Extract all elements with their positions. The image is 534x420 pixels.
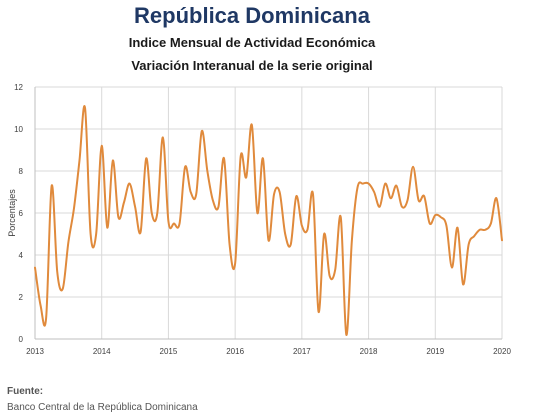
source-text: Banco Central de la República Dominicana bbox=[7, 402, 198, 413]
chart-title: República Dominicana bbox=[134, 3, 370, 28]
x-tick-label: 2018 bbox=[360, 347, 378, 356]
x-tick-label: 2013 bbox=[26, 347, 44, 356]
y-tick-label: 12 bbox=[14, 83, 23, 92]
y-tick-label: 6 bbox=[19, 209, 24, 218]
y-tick-labels: 0 2 4 6 8 10 12 bbox=[14, 83, 23, 344]
x-tick-label: 2017 bbox=[293, 347, 311, 356]
chart-subtitle-variation: Variación Interanual de la serie origina… bbox=[131, 58, 373, 73]
x-tick-label: 2015 bbox=[160, 347, 178, 356]
x-tick-label: 2014 bbox=[93, 347, 111, 356]
x-tick-label: 2019 bbox=[426, 347, 444, 356]
chart-subtitle-index: Indice Mensual de Actividad Económica bbox=[128, 35, 376, 50]
x-tick-label: 2020 bbox=[493, 347, 511, 356]
series-line bbox=[34, 105, 503, 336]
source-label: Fuente: bbox=[7, 386, 44, 397]
axes bbox=[34, 87, 502, 340]
y-tick-label: 4 bbox=[19, 251, 24, 260]
y-tick-label: 8 bbox=[19, 167, 24, 176]
x-tick-labels: 2013 2014 2015 2016 2017 2018 2019 2020 bbox=[26, 347, 511, 356]
series-layer bbox=[34, 105, 503, 336]
y-tick-label: 0 bbox=[19, 335, 24, 344]
y-tick-label: 2 bbox=[19, 293, 24, 302]
y-axis-label: Porcentajes bbox=[7, 189, 17, 237]
x-tick-label: 2016 bbox=[226, 347, 244, 356]
y-tick-label: 10 bbox=[14, 125, 23, 134]
